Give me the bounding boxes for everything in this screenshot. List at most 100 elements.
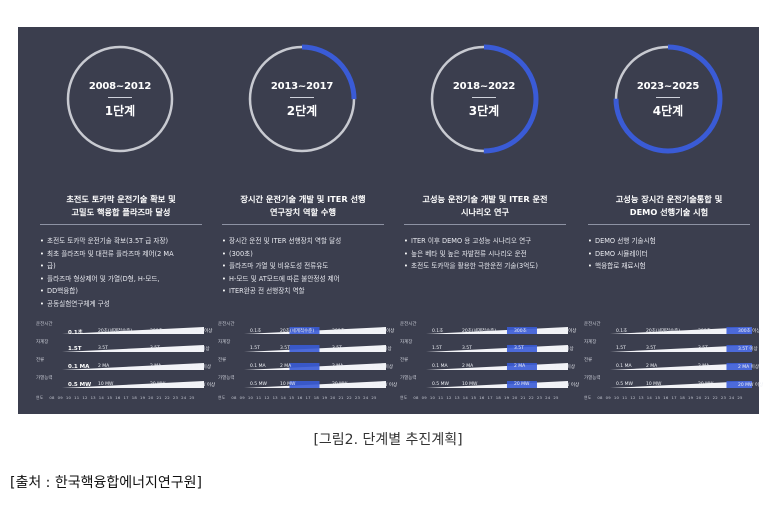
mini-axis-tick: 22	[528, 395, 534, 400]
mini-row-current-stage	[506, 327, 537, 334]
mini-row-value: 20 MW 이상	[372, 383, 398, 388]
mini-row-value: 0.1 MA	[250, 364, 266, 369]
stage-goal-line: 고성능 장시간 운전기술통합 및	[615, 194, 723, 204]
mini-row-value: 0.1초	[432, 329, 444, 334]
mini-axis-tick: 11	[256, 395, 262, 400]
mini-row-value: 10 MW	[98, 382, 114, 387]
mini-row-label: 전류	[584, 358, 593, 363]
ring-track	[66, 45, 174, 153]
mini-axis-tick: 16	[297, 395, 303, 400]
mini-row-track	[62, 327, 204, 334]
mini-row-value: 300초 이상	[738, 329, 761, 334]
mini-row-track	[610, 345, 752, 352]
mini-row-value: 3.5T	[332, 346, 342, 351]
mini-chart-row: 자계장 1.5T 3.5T 3.5T 3.5T 이상	[584, 339, 758, 353]
mini-row-value: 20초(세계적수준)	[280, 329, 315, 334]
stage-goal: 초전도 토카막 운전기술 확보 및 고밀도 핵융합 플라즈마 달성	[40, 193, 202, 219]
mini-chart-row: 가열능력 0.5 MW 10 MW 20 MW 20 MW 이상	[400, 375, 579, 389]
mini-row-current-stage	[506, 381, 537, 388]
mini-axis-tick: 25	[737, 395, 743, 400]
mini-row-label: 자계장	[36, 340, 49, 345]
mini-row-value: 300초	[514, 329, 527, 334]
mini-row-track	[244, 345, 386, 352]
source-note: [출처 : 한국핵융합에너지연구원]	[10, 475, 202, 491]
mini-row-value: 3.5T	[98, 346, 108, 351]
ring-divider	[290, 97, 314, 98]
mini-row-label: 자계장	[218, 340, 231, 345]
mini-row-value: 20 MW	[698, 382, 714, 387]
stage-goal-line: 장시간 운전기술 개발 및 ITER 선행	[240, 194, 366, 204]
goal-divider	[40, 224, 202, 225]
mini-year-axis: 연도 08 09 10 11 12 13 14 15 16 17 18 19 20 21 22 23 24 25	[584, 395, 754, 401]
mini-row-value: 2 MA 이상	[554, 365, 575, 370]
bullet-item: 핵융합로 재료시험	[588, 260, 754, 273]
stage-goal-line: 연구장치 역할 수행	[270, 207, 336, 217]
mini-axis-tick: 12	[630, 395, 636, 400]
mini-axis-label: 연도	[218, 395, 226, 400]
ring-progress-arc	[247, 44, 357, 154]
mini-axis-tick: 14	[462, 395, 469, 400]
mini-row-value: 3.5T	[280, 346, 290, 351]
mini-row-value: 0.1초	[250, 329, 262, 334]
mini-axis-tick: 22	[346, 395, 352, 400]
bullet-item: 플라즈마 가열 및 비유도성 전류유도	[222, 260, 388, 273]
mini-row-value: 3.5T	[514, 346, 524, 351]
ring-label: 2023~2025 4단계	[612, 43, 724, 155]
mini-row-label: 자계장	[584, 340, 597, 345]
mini-chart-row: 전류 0.1 MA 2 MA 2 MA 2 MA 이상	[400, 357, 575, 371]
mini-axis-tick: 21	[156, 395, 162, 400]
mini-row-label: 자계장	[400, 340, 413, 345]
bullet-item: 초전도 토카막을 활용한 극한운전 기술(3억도)	[404, 260, 570, 273]
stage-years: 2013~2017	[270, 81, 334, 92]
mini-row-label: 운전시간	[218, 322, 235, 327]
stage-progress-ring	[247, 44, 357, 154]
mini-row-track	[426, 345, 568, 352]
stage-goal: 고성능 장시간 운전기술통합 및 DEMO 선행기술 시험	[588, 193, 750, 219]
mini-row-wedge	[62, 327, 204, 334]
mini-axis-tick: 17	[123, 395, 129, 400]
mini-row-label: 가열능력	[400, 376, 417, 381]
mini-axis-tick: 20	[512, 395, 518, 400]
mini-progress-chart: 운전시간 0.1초 20초(세계적수준) 300초 300초 이상 자계장 1.5T 3.5T…	[36, 321, 215, 400]
mini-axis-tick: 23	[720, 395, 727, 400]
mini-row-value: 3.5T	[150, 346, 160, 351]
mini-row-current-stage	[289, 345, 320, 352]
mini-row-wedge	[426, 345, 568, 352]
mini-axis-tick: 15	[107, 395, 113, 400]
goal-divider	[222, 224, 384, 225]
mini-axis-tick: 13	[638, 395, 644, 400]
mini-row-value: 2 MA	[646, 364, 658, 369]
mini-row-value: 20 MW	[150, 382, 166, 387]
mini-row-wedge	[610, 345, 752, 352]
mini-row-value: 10 MW	[646, 382, 662, 387]
mini-axis-tick: 08	[49, 395, 55, 400]
mini-axis-tick: 22	[164, 395, 170, 400]
ring-label: 2018~2022 3단계	[428, 43, 540, 155]
mini-axis-tick: 20	[148, 395, 154, 400]
mini-axis-tick: 10	[613, 395, 620, 400]
mini-axis-tick: 18	[679, 395, 685, 400]
stage-goal-line: 고성능 운전기술 개발 및 ITER 운전	[422, 194, 548, 204]
mini-row-value: 300초	[698, 329, 711, 334]
mini-row-current-stage	[726, 363, 752, 370]
bullet-item: 초전도 토카막 운전기술 확보(3.5T 급 자장)	[40, 235, 206, 248]
mini-row-value: 2 MA	[462, 364, 474, 369]
stage-years: 2018~2022	[452, 81, 516, 92]
mini-axis-tick: 24	[181, 395, 187, 400]
mini-row-wedge	[610, 363, 752, 370]
ring-divider	[472, 97, 496, 98]
mini-row-label: 운전시간	[584, 322, 601, 327]
mini-chart-row: 운전시간 0.1초 20초(세계적수준) 300초 300초 이상	[218, 321, 394, 335]
mini-row-track	[62, 381, 204, 388]
mini-row-current-stage	[726, 345, 752, 352]
mini-axis-tick: 16	[479, 395, 485, 400]
mini-axis-tick: 09	[57, 395, 63, 400]
mini-row-value: 0.5 MW	[432, 382, 449, 387]
mini-axis-tick: 21	[338, 395, 344, 400]
mini-row-value: 0.1 MA	[68, 364, 90, 370]
mini-axis-tick: 18	[495, 395, 501, 400]
mini-axis-tick: 14	[646, 395, 653, 400]
mini-progress-chart: 운전시간 0.1초 20초(세계적수준) 300초 300초 이상 자계장 1.5T 3.5T…	[218, 321, 397, 400]
ring-label: 2008~2012 1단계	[64, 43, 176, 155]
